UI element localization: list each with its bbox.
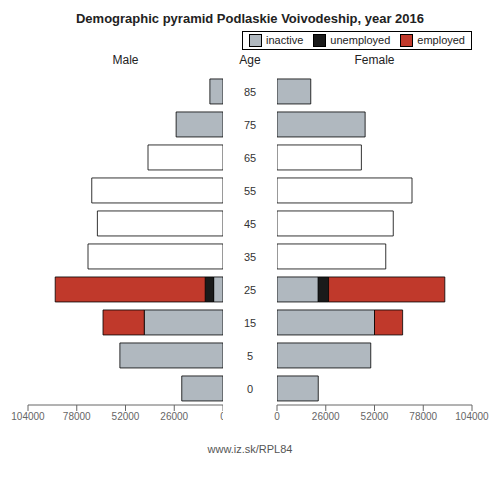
svg-text:78000: 78000 — [63, 411, 91, 422]
svg-text:104000: 104000 — [455, 411, 489, 422]
svg-text:25: 25 — [244, 284, 256, 296]
html-text:unemployed: unemployed — [330, 34, 391, 46]
svg-text:15: 15 — [244, 317, 256, 329]
svg-text:78000: 78000 — [409, 411, 437, 422]
svg-text:65: 65 — [244, 152, 256, 164]
svg-text:5: 5 — [247, 350, 253, 362]
svg-text:0: 0 — [247, 383, 253, 395]
svg-text:35: 35 — [244, 251, 256, 263]
svg-text:26000: 26000 — [312, 411, 340, 422]
svg-text:52000: 52000 — [112, 411, 140, 422]
html-text:Female: Female — [354, 53, 395, 67]
svg-text:104000: 104000 — [11, 411, 45, 422]
svg-text:85: 85 — [244, 86, 256, 98]
html-text:Demographic pyramid Podlaskie: Demographic pyramid Podlaskie Voivodeshi… — [76, 11, 424, 26]
svg-text:0: 0 — [220, 411, 223, 422]
html-text:Age: Age — [239, 53, 261, 67]
html-text:inactive: inactive — [266, 34, 304, 46]
html-text:employed: employed — [417, 34, 465, 46]
svg-text:52000: 52000 — [361, 411, 389, 422]
html-text:Male: Male — [112, 53, 139, 67]
svg-text:75: 75 — [244, 119, 256, 131]
svg-text:55: 55 — [244, 185, 256, 197]
html-text:www.iz.sk/RPL84: www.iz.sk/RPL84 — [207, 443, 293, 455]
svg-text:0: 0 — [274, 411, 280, 422]
svg-text:45: 45 — [244, 218, 256, 230]
svg-text:26000: 26000 — [160, 411, 188, 422]
